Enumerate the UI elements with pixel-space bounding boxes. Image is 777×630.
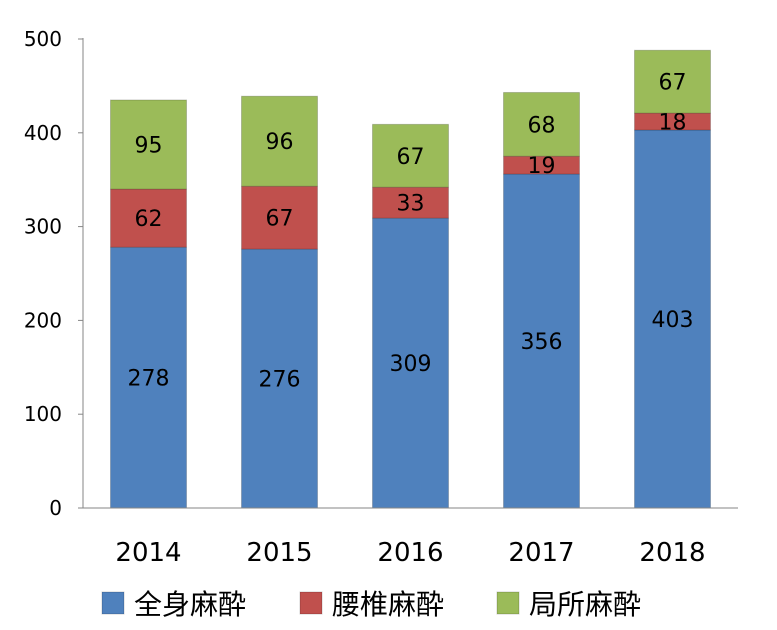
y-axis: 0 100 200 300 400 500 [24,27,84,520]
legend-swatch [101,591,125,615]
x-tick-label: 2017 [508,538,574,568]
data-label: 67 [397,145,425,170]
y-tick-label: 200 [24,308,62,332]
y-tick-label: 0 [49,496,62,520]
data-label: 68 [528,113,556,138]
y-tick-label: 500 [24,27,62,51]
data-label: 309 [390,352,432,377]
bar-segment-2016-1 [372,217,449,509]
bar-segment-2018-3 [634,49,711,114]
bar-segment-2015-1 [241,248,318,509]
bar-segment-2018-1 [634,129,711,509]
bar-segment-2015-3 [241,95,318,187]
legend: 全身麻酔 腰椎麻酔 局所麻酔 [101,588,641,621]
x-tick-label: 2016 [377,538,443,568]
data-label: 276 [259,368,301,393]
y-tick-label: 300 [24,215,62,239]
bar-segment-2017-1 [503,173,580,509]
legend-swatch [299,591,323,615]
legend-label: 腰椎麻酔 [332,588,444,621]
data-label: 67 [659,71,687,96]
bar-segment-2017-3 [503,91,580,157]
data-label: 19 [528,154,556,179]
bars: 278 62 95 276 67 96 309 33 67 356 19 68 403 18 67 [110,49,711,509]
bar-segment-2015-2 [241,185,318,250]
x-axis: 2014 2015 2016 2017 2018 [83,507,738,568]
x-tick-label: 2015 [246,538,312,568]
legend-label: 全身麻酔 [134,588,246,621]
bar-segment-2014-2 [110,188,187,248]
bar-segment-2014-3 [110,99,187,190]
data-label: 356 [521,330,563,355]
x-tick-label: 2018 [639,538,705,568]
data-label: 18 [659,111,687,136]
y-tick-label: 400 [24,121,62,145]
data-label: 67 [266,207,294,232]
legend-label: 局所麻酔 [529,588,641,621]
data-label: 33 [397,192,425,217]
bar-segment-2016-3 [372,123,449,188]
legend-swatch [496,591,520,615]
x-tick-label: 2014 [115,538,181,568]
y-tick-label: 100 [24,402,62,426]
data-label: 62 [135,207,163,232]
data-label: 403 [652,308,694,333]
bar-segment-2016-2 [372,186,449,219]
data-label: 95 [135,134,163,159]
data-label: 278 [128,367,170,392]
data-label: 96 [266,130,294,155]
